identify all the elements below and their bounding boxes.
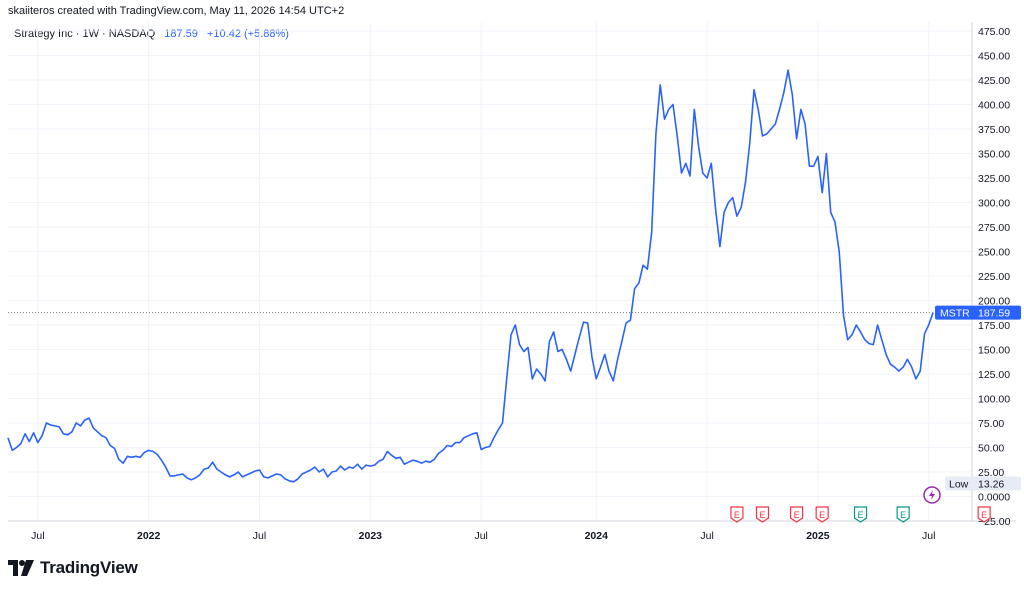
x-tick-label: Jul: [700, 530, 713, 542]
y-tick-label: 400.00: [978, 100, 1010, 112]
brand-name: TradingView: [40, 558, 138, 577]
x-tick-label: 2024: [585, 530, 609, 542]
y-tick-label: 450.00: [978, 51, 1010, 63]
mstr-tag-value: 187.59: [978, 308, 1010, 320]
y-tick-label: 200.00: [978, 296, 1010, 308]
lightning-icon[interactable]: [923, 486, 941, 504]
svg-text:E: E: [858, 510, 864, 520]
tradingview-logo-icon: [8, 560, 34, 576]
price-tags: MSTR 187.59 Low 13.26: [935, 305, 1021, 491]
y-tick-label: 350.00: [978, 149, 1010, 161]
y-tick-label: 25.00: [978, 467, 1004, 479]
y-tick-label: 475.00: [978, 26, 1010, 38]
earnings-marker[interactable]: E: [730, 506, 744, 523]
x-tick-label: 2025: [806, 530, 830, 542]
earnings-marker[interactable]: E: [977, 506, 991, 523]
y-tick-label: 75.00: [978, 418, 1004, 430]
x-tick-label: 2022: [137, 530, 161, 542]
y-tick-label: 275.00: [978, 222, 1010, 234]
low-tag-value: 13.26: [978, 479, 1004, 491]
earnings-marker[interactable]: E: [853, 506, 868, 523]
x-tick-label: Jul: [922, 530, 935, 542]
x-tick-label: 2023: [359, 530, 383, 542]
svg-text:E: E: [981, 510, 987, 520]
svg-text:E: E: [794, 510, 800, 520]
y-tick-label: 425.00: [978, 75, 1010, 87]
y-tick-label: 300.00: [978, 198, 1010, 210]
low-tag-background: [945, 476, 1021, 491]
y-tick-label: 100.00: [978, 394, 1010, 406]
earnings-marker[interactable]: E: [896, 506, 910, 523]
y-tick-label: 225.00: [978, 271, 1010, 283]
price-chart[interactable]: 475.00 450.00 425.00 400.00 375.00 350.00 325.…: [0, 0, 1024, 550]
earnings-markers[interactable]: EEEEEEEE: [730, 506, 1024, 523]
y-tick-label: 375.00: [978, 124, 1010, 136]
y-tick-label: 250.00: [978, 247, 1010, 259]
x-axis-ticks: Jul2022Jul2023Jul2024Jul2025Jul2026Jul: [31, 530, 935, 542]
svg-text:E: E: [734, 510, 740, 520]
y-axis-ticks: 475.00 450.00 425.00 400.00 375.00 350.00 325.…: [978, 26, 1011, 528]
svg-text:E: E: [759, 510, 765, 520]
low-tag-label: Low: [949, 479, 969, 491]
y-tick-label: 125.00: [978, 369, 1010, 381]
y-tick-label: 0.0000: [978, 492, 1010, 504]
chart-credit: skaiiteros created with TradingView.com,…: [8, 5, 345, 17]
earnings-marker[interactable]: E: [789, 506, 804, 523]
series-line[interactable]: [7, 69, 934, 483]
mstr-tag-background: [935, 305, 1021, 320]
svg-text:E: E: [819, 510, 825, 520]
y-tick-label: 175.00: [978, 320, 1010, 332]
grid: [8, 22, 972, 522]
svg-text:E: E: [900, 510, 906, 520]
y-tick-label: 50.00: [978, 443, 1004, 455]
earnings-marker[interactable]: E: [815, 506, 829, 523]
x-tick-label: Jul: [253, 530, 266, 542]
y-tick-label: 325.00: [978, 173, 1010, 185]
mstr-tag-ticker: MSTR: [940, 308, 970, 320]
axes: [8, 22, 1016, 522]
brand-logo: TradingView: [8, 558, 138, 578]
x-tick-label: Jul: [474, 530, 487, 542]
earnings-marker[interactable]: E: [755, 506, 770, 523]
x-tick-label: Jul: [31, 530, 44, 542]
y-tick-label: 150.00: [978, 345, 1010, 357]
